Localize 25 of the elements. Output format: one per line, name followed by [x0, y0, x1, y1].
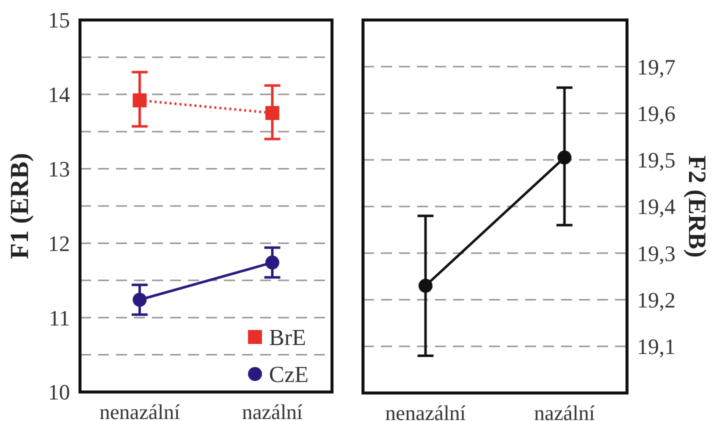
y2-tick-label: 19,7: [637, 54, 676, 80]
y-tick-label: 10: [48, 380, 70, 405]
y2-axis-title: F2 (ERB): [683, 155, 710, 258]
y-tick-label: 14: [48, 82, 70, 108]
point: [265, 256, 280, 270]
y2-tick-label: 19,2: [637, 287, 676, 312]
y-tick-label: 11: [48, 305, 70, 330]
point: [132, 93, 147, 108]
y2-tick-label: 19,4: [637, 194, 676, 220]
point: [265, 106, 280, 120]
legend-label: CzE: [269, 362, 309, 387]
point: [132, 292, 147, 307]
x-tick-label: nenazální: [385, 401, 466, 421]
y-tick-label: 12: [48, 230, 70, 256]
y2-tick-label: 19,5: [637, 148, 676, 173]
y-axis-title: F1 (ERB): [5, 152, 34, 260]
y2-tick-label: 19,3: [637, 240, 676, 266]
y-tick-label: 15: [48, 8, 70, 33]
x-tick-label: nenazální: [99, 400, 180, 421]
legend-label: BrE: [269, 325, 306, 350]
x-tick-label: nazální: [534, 401, 595, 421]
y-tick-label: 13: [48, 156, 70, 182]
y2-tick-label: 19,1: [637, 334, 676, 360]
x-tick-label: nazální: [242, 400, 303, 421]
y2-tick-label: 19,6: [637, 100, 676, 126]
